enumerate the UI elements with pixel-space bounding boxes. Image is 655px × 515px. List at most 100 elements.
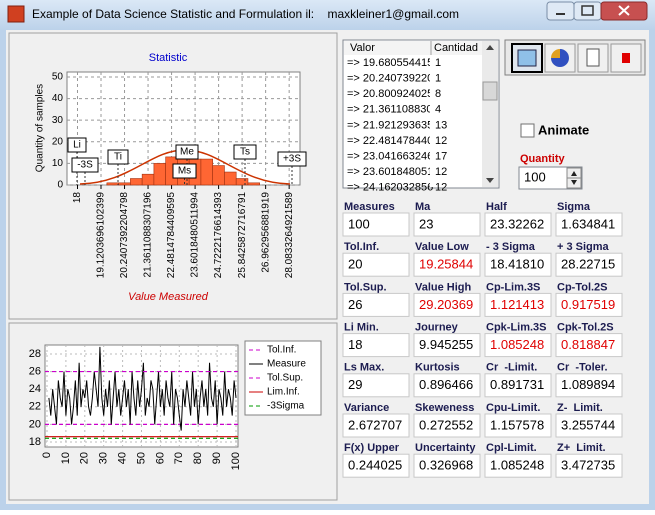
- list-header-cantidad: Cantidad: [434, 42, 478, 54]
- y-tick-label: 18: [29, 436, 41, 448]
- stat-value: 0.326968: [419, 458, 473, 473]
- histogram-bar: [224, 172, 236, 185]
- x-tick-label: 26.962956881919: [260, 192, 271, 273]
- stat-label: Cpl-Limit.: [486, 442, 537, 454]
- list-count: 1: [435, 73, 441, 85]
- annotation-label: +3S: [283, 154, 301, 165]
- x-tick-label: 10: [60, 452, 72, 464]
- histogram-bar: [236, 179, 248, 185]
- list-count: 17: [435, 151, 447, 163]
- histogram-bar: [119, 183, 131, 185]
- legend-label: -3Sigma: [267, 401, 305, 412]
- stat-label: Half: [486, 201, 507, 213]
- legend-label: Tol.Sup.: [267, 373, 303, 384]
- list-scrollbar[interactable]: [482, 41, 498, 187]
- list-count: 13: [435, 119, 447, 131]
- stat-label: Measures: [344, 201, 395, 213]
- histogram-bar: [107, 183, 119, 185]
- histogram-bar: [130, 179, 142, 185]
- stat-value: 0.244025: [348, 458, 402, 473]
- x-tick-label: 22.4814784409595: [166, 192, 177, 279]
- legend-label: Measure: [267, 359, 306, 370]
- histogram-bar: [142, 174, 154, 185]
- list-count: 8: [435, 88, 441, 100]
- stat-label: Journey: [415, 322, 459, 334]
- stat-value: 9.945255: [419, 337, 473, 352]
- x-tick-label: 24.7222176614393: [213, 192, 224, 279]
- stat-label: - 3 Sigma: [486, 241, 536, 253]
- stat-value: 0.917519: [561, 297, 615, 312]
- legend-label: Tol.Inf.: [267, 345, 296, 356]
- list-value: => 19.680554415: [347, 57, 433, 69]
- stat-value: 28.22715: [561, 257, 615, 272]
- stat-label: Value Low: [415, 241, 469, 253]
- annotation-label: Ts: [240, 147, 250, 158]
- stat-label: Uncertainty: [415, 442, 476, 454]
- stat-value: 2.672707: [348, 417, 402, 432]
- list-count: 12: [435, 135, 447, 147]
- stat-value: 100: [348, 216, 370, 231]
- stats-icon: [518, 50, 536, 66]
- stat-label: Skeweness: [415, 402, 474, 414]
- animate-checkbox[interactable]: [521, 124, 534, 137]
- y-tick-label: 20: [29, 418, 41, 430]
- y-tick-label: 30: [52, 115, 64, 126]
- stat-value: 3.255744: [561, 417, 615, 432]
- list-value: => 20.240739220: [347, 73, 433, 85]
- stat-label: Li Min.: [344, 322, 379, 334]
- list-value: => 23.601848051: [347, 166, 433, 178]
- stat-label: Cpk-Tol.2S: [557, 322, 614, 334]
- x-tick-label: 100: [230, 452, 242, 470]
- list-value: => 24.162032856: [347, 182, 433, 194]
- stat-label: Cpk-Lim.3S: [486, 322, 547, 334]
- stat-value: 0.818847: [561, 337, 615, 352]
- annotation-label: Ms: [178, 166, 191, 177]
- stat-value: 0.891731: [490, 377, 544, 392]
- stat-value: 18: [348, 337, 362, 352]
- list-value: => 22.481478440: [347, 135, 433, 147]
- y-tick-label: 26: [29, 365, 41, 377]
- list-value: => 21.921293635: [347, 119, 433, 131]
- stat-value: 1.085248: [490, 458, 544, 473]
- stat-label: + 3 Sigma: [557, 241, 610, 253]
- histogram-bar: [248, 183, 260, 185]
- list-value: => 21.361108830: [347, 104, 432, 116]
- quantity-label: Quantity: [520, 153, 565, 165]
- x-tick-label: 50: [135, 452, 147, 464]
- stat-label: F(x) Upper: [344, 442, 400, 454]
- y-tick-label: 22: [29, 401, 41, 413]
- stat-label: Cp-Lim.3S: [486, 281, 540, 293]
- list-column-mask: [430, 56, 433, 187]
- histogram-title: Statistic: [149, 52, 188, 64]
- y-tick-label: 28: [29, 348, 41, 360]
- stat-label: Tol.Inf.: [344, 241, 379, 253]
- list-rows: => 19.6805544151=> 20.2407392201=> 20.80…: [347, 56, 447, 194]
- stat-label: Ls Max.: [344, 362, 384, 374]
- stat-value: 23.32262: [490, 216, 544, 231]
- histogram-x-label: Value Measured: [128, 291, 209, 303]
- x-tick-label: 20.2407392204798: [119, 192, 130, 279]
- y-tick-label: 50: [52, 72, 64, 83]
- app-icon: [8, 6, 24, 22]
- minimize-button[interactable]: [547, 2, 574, 20]
- histogram-bar: [201, 159, 213, 185]
- y-tick-label: 0: [57, 180, 63, 191]
- maximize-button[interactable]: [574, 2, 601, 20]
- x-tick-label: 20: [79, 452, 91, 464]
- list-value: => 20.800924025: [347, 88, 433, 100]
- x-tick-label: 25.8425872716791: [237, 192, 248, 279]
- scroll-thumb[interactable]: [483, 82, 497, 100]
- x-tick-label: 19.1203696102399: [96, 192, 107, 279]
- annotation-label: Li: [73, 140, 81, 151]
- stat-label: Sigma: [557, 201, 591, 213]
- stat-value: 29: [348, 377, 362, 392]
- x-tick-label: 21.3611088307196: [143, 192, 154, 278]
- x-tick-label: 0: [41, 452, 53, 458]
- stat-label: Cr -Limit.: [486, 362, 537, 374]
- stat-value: 26: [348, 297, 362, 312]
- animate-label[interactable]: Animate: [538, 122, 589, 137]
- x-tick-label: 30: [98, 452, 110, 464]
- stat-value: 1.085248: [490, 337, 544, 352]
- stat-value: 18.41810: [490, 257, 544, 272]
